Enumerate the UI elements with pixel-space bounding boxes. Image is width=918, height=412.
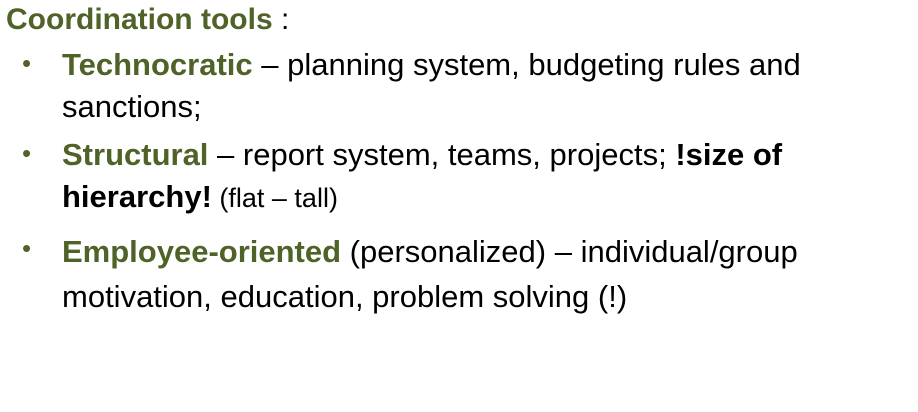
- heading-suffix: :: [272, 3, 290, 36]
- bullet-text: – report system, teams, projects;: [208, 137, 676, 172]
- slide-heading: Coordination tools :: [6, 2, 289, 38]
- bullet-marker: •: [22, 138, 32, 168]
- bullet-term: Technocratic: [62, 47, 253, 82]
- bullet-text: (personalized) – individual/group motiva…: [62, 234, 815, 314]
- bullet-technocratic: • Technocratic – planning system, budgeti…: [22, 44, 902, 128]
- bullet-employee-oriented: • Employee-oriented (personalized) – indi…: [22, 229, 902, 319]
- bullet-tail: (flat – tall): [211, 183, 338, 213]
- bullet-term: Employee-oriented: [62, 234, 342, 269]
- bullet-term: Structural: [62, 137, 209, 172]
- bullet-structural: • Structural – report system, teams, proj…: [22, 134, 902, 219]
- heading-title: Coordination tools: [6, 3, 273, 36]
- bullet-marker: •: [22, 233, 32, 263]
- bullet-emphasis: !size of hierarchy!: [62, 137, 783, 214]
- bullet-text: – planning system, budgeting rules and s…: [62, 47, 801, 124]
- bullet-marker: •: [22, 48, 32, 78]
